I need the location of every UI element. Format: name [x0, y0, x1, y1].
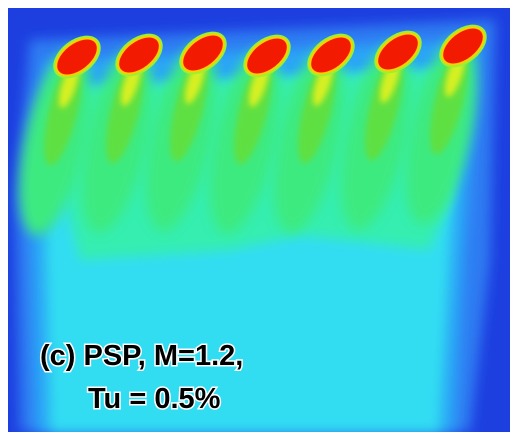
- hole: [311, 37, 351, 73]
- holes: [53, 24, 487, 79]
- streaks: [19, 37, 477, 236]
- hole: [247, 38, 287, 74]
- label-line1: (c) PSP, M=1.2,: [40, 340, 243, 372]
- contour-field: [8, 8, 510, 432]
- hole: [183, 35, 223, 71]
- hole: [378, 34, 418, 70]
- hole: [443, 28, 483, 64]
- hole: [119, 37, 159, 73]
- label-line2: Tu = 0.5%: [88, 383, 221, 415]
- hole: [57, 39, 97, 75]
